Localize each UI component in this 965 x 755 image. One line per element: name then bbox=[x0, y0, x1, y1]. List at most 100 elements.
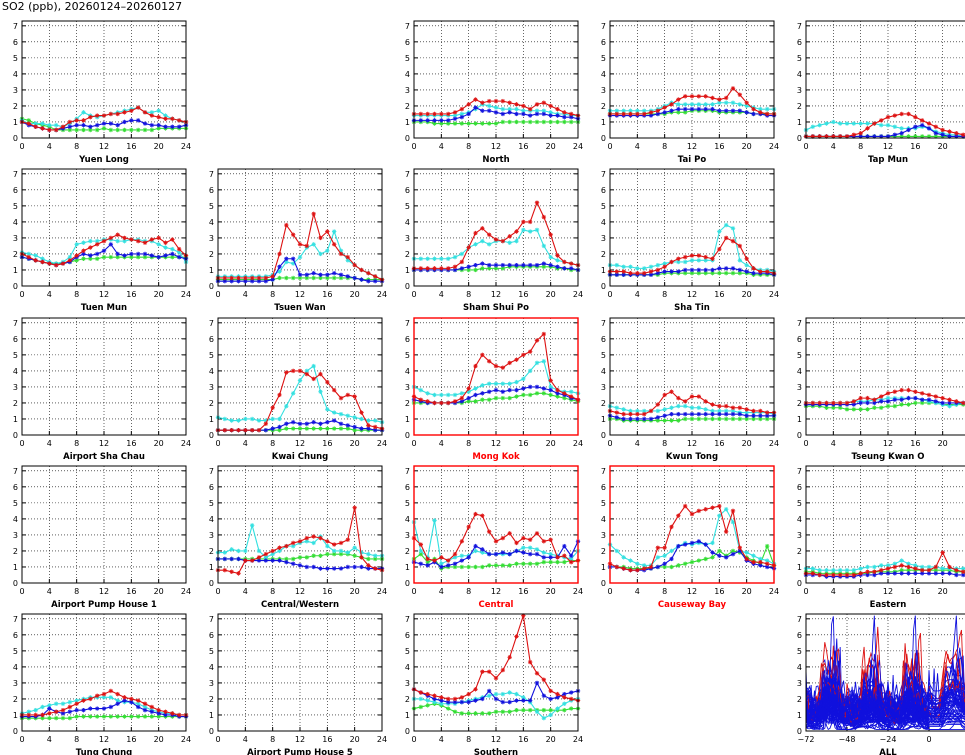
x-tick-label: 16 bbox=[322, 290, 332, 299]
data-point-blue bbox=[311, 270, 316, 276]
x-tick-label: 12 bbox=[491, 290, 501, 299]
x-tick-label: 16 bbox=[518, 439, 528, 448]
data-point-blue bbox=[682, 106, 688, 112]
data-point-cyan bbox=[878, 122, 884, 128]
data-point-blue bbox=[108, 704, 114, 710]
data-point-cyan bbox=[486, 693, 492, 698]
y-tick-label: 0 bbox=[797, 727, 802, 736]
data-point-green bbox=[26, 118, 32, 123]
y-tick-label: 4 bbox=[209, 218, 214, 227]
data-point-red bbox=[751, 559, 756, 565]
data-point-blue bbox=[366, 426, 371, 431]
data-point-green bbox=[338, 426, 344, 431]
figure-title: SO2 (ppb), 20260124–20260127 bbox=[2, 0, 183, 13]
data-point-blue bbox=[865, 400, 870, 406]
x-tick-label: 8 bbox=[466, 142, 471, 151]
data-point-blue bbox=[662, 561, 667, 566]
data-point-blue bbox=[176, 124, 182, 129]
data-point-cyan bbox=[899, 126, 904, 131]
data-point-red bbox=[473, 511, 478, 517]
data-point-red bbox=[249, 427, 255, 433]
x-tick-label: 0 bbox=[607, 290, 612, 299]
data-point-red bbox=[290, 232, 296, 237]
data-point-green bbox=[717, 548, 722, 554]
data-point-cyan bbox=[331, 548, 337, 554]
data-point-red bbox=[737, 92, 743, 97]
data-point-red bbox=[47, 261, 52, 266]
data-point-red bbox=[913, 389, 918, 394]
data-point-red bbox=[290, 368, 296, 374]
data-point-green bbox=[94, 127, 100, 133]
data-point-blue bbox=[662, 413, 667, 418]
data-point-cyan bbox=[67, 254, 73, 260]
data-point-red bbox=[710, 402, 715, 407]
data-point-red bbox=[534, 671, 540, 676]
x-tick-label: 20 bbox=[546, 439, 556, 448]
data-point-cyan bbox=[514, 106, 519, 112]
data-point-red bbox=[425, 266, 430, 271]
data-point-red bbox=[810, 400, 816, 406]
data-point-red bbox=[723, 95, 729, 101]
data-point-blue bbox=[541, 693, 547, 698]
y-tick-label: 5 bbox=[601, 499, 606, 508]
data-point-red bbox=[555, 387, 560, 393]
data-point-red bbox=[555, 106, 560, 112]
y-tick-label: 1 bbox=[601, 118, 606, 127]
x-tick-label: 24 bbox=[377, 290, 387, 299]
data-point-red bbox=[758, 559, 763, 565]
y-tick-label: 0 bbox=[13, 134, 18, 143]
x-tick-label: 20 bbox=[350, 439, 360, 448]
data-point-blue bbox=[101, 121, 107, 126]
data-point-red bbox=[40, 259, 45, 265]
data-point-cyan bbox=[500, 106, 506, 112]
data-point-green bbox=[486, 397, 492, 402]
data-point-blue bbox=[222, 556, 228, 562]
data-point-cyan bbox=[514, 691, 519, 697]
data-point-red bbox=[318, 235, 323, 241]
data-point-red bbox=[899, 111, 904, 117]
y-tick-label: 4 bbox=[405, 70, 410, 79]
data-point-blue bbox=[555, 695, 560, 700]
data-point-blue bbox=[94, 122, 100, 128]
data-point-cyan bbox=[892, 124, 898, 129]
data-point-cyan bbox=[163, 245, 168, 250]
data-point-green bbox=[696, 270, 702, 276]
data-point-blue bbox=[676, 269, 681, 274]
plot-frame bbox=[217, 317, 383, 436]
data-point-cyan bbox=[885, 395, 891, 401]
y-tick-label: 1 bbox=[405, 266, 410, 275]
data-point-cyan bbox=[493, 105, 499, 110]
data-point-cyan bbox=[865, 564, 870, 570]
x-tick-label: 24 bbox=[769, 439, 779, 448]
data-point-blue bbox=[534, 680, 540, 686]
y-tick-label: 4 bbox=[405, 663, 410, 672]
data-point-blue bbox=[88, 706, 93, 711]
data-point-red bbox=[751, 408, 756, 414]
data-point-green bbox=[122, 714, 127, 719]
data-point-blue bbox=[135, 118, 141, 123]
data-point-green bbox=[304, 426, 310, 431]
data-point-blue bbox=[142, 121, 148, 126]
data-point-blue bbox=[129, 118, 134, 123]
data-point-green bbox=[527, 392, 533, 398]
plot-frame bbox=[21, 465, 187, 584]
y-tick-label: 1 bbox=[405, 563, 410, 572]
data-point-blue bbox=[222, 278, 228, 284]
data-point-red bbox=[297, 242, 303, 247]
data-point-green bbox=[473, 711, 478, 716]
data-point-red bbox=[486, 98, 492, 104]
data-point-blue bbox=[730, 551, 736, 557]
data-point-red bbox=[548, 103, 553, 109]
data-point-blue bbox=[527, 262, 533, 268]
data-point-blue bbox=[486, 389, 492, 394]
data-point-blue bbox=[521, 550, 526, 555]
data-point-red bbox=[940, 550, 945, 555]
data-point-cyan bbox=[222, 416, 228, 422]
data-point-red bbox=[621, 411, 626, 417]
data-point-green bbox=[325, 426, 330, 431]
data-point-green bbox=[662, 564, 667, 570]
data-point-blue bbox=[548, 113, 553, 118]
data-point-red bbox=[452, 696, 458, 702]
data-point-red bbox=[311, 376, 316, 382]
data-point-red bbox=[290, 540, 296, 546]
